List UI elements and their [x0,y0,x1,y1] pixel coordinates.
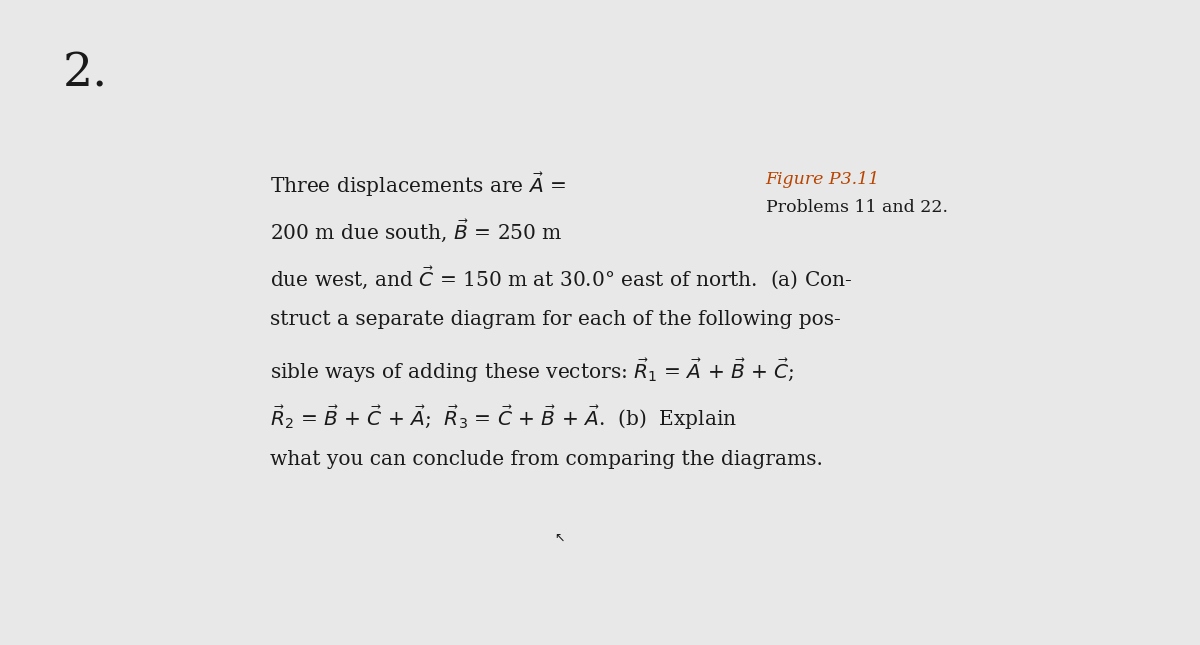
Text: sible ways of adding these vectors: $\vec{R}_1$ = $\vec{A}$ + $\vec{B}$ + $\vec{: sible ways of adding these vectors: $\ve… [270,357,794,385]
Text: Figure P3.11: Figure P3.11 [766,171,880,188]
Text: Problems 11 and 22.: Problems 11 and 22. [766,199,948,215]
Text: due west, and $\vec{C}$ = 150 m at 30.0° east of north.  (a) Con-: due west, and $\vec{C}$ = 150 m at 30.0°… [270,264,852,291]
Text: struct a separate diagram for each of the following pos-: struct a separate diagram for each of th… [270,310,841,329]
Text: $\nwarrow$: $\nwarrow$ [552,532,565,545]
Text: Three displacements are $\vec{A}$ =: Three displacements are $\vec{A}$ = [270,171,566,199]
Text: $\vec{R}_2$ = $\vec{B}$ + $\vec{C}$ + $\vec{A}$;  $\vec{R}_3$ = $\vec{C}$ + $\ve: $\vec{R}_2$ = $\vec{B}$ + $\vec{C}$ + $\… [270,403,737,432]
Text: what you can conclude from comparing the diagrams.: what you can conclude from comparing the… [270,450,823,468]
Text: 2.: 2. [62,52,108,97]
Text: 200 m due south, $\vec{B}$ = 250 m: 200 m due south, $\vec{B}$ = 250 m [270,217,563,244]
